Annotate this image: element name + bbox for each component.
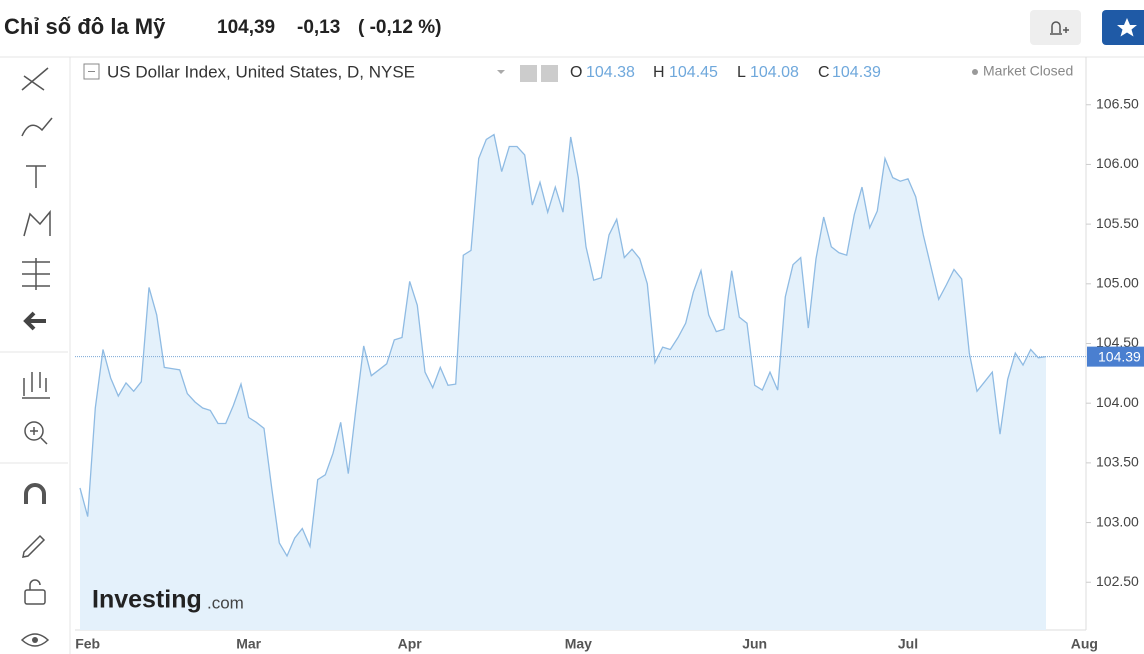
x-tick-label: Feb xyxy=(75,636,100,652)
close-label: C xyxy=(818,64,830,81)
open-value: 104.38 xyxy=(586,64,635,81)
area-fill xyxy=(80,134,1046,630)
symbol-label: US Dollar Index, United States, D, NYSE xyxy=(107,62,415,81)
high-label: H xyxy=(653,64,665,81)
star-icon xyxy=(1117,18,1137,37)
indicators-icon[interactable] xyxy=(22,372,50,399)
gear-button[interactable] xyxy=(541,65,558,82)
text-tool-icon[interactable] xyxy=(26,165,46,188)
unlock-icon-shackle xyxy=(29,579,41,590)
watermark-brand: Investing xyxy=(92,586,202,614)
pattern-tool-icon[interactable] xyxy=(23,209,51,237)
header-bar xyxy=(0,0,1144,57)
y-tick-label: 106.00 xyxy=(1096,155,1139,171)
fib-tool-icon[interactable] xyxy=(22,258,50,290)
open-label: O xyxy=(570,64,582,81)
x-tick-label: Aug xyxy=(1071,636,1098,652)
watermark-suffix: .com xyxy=(207,593,244,612)
y-tick-label: 104.00 xyxy=(1096,394,1139,410)
price: 104,39 xyxy=(217,17,275,38)
zoom-icon[interactable] xyxy=(24,421,44,441)
last-price-label: 104.39 xyxy=(1098,348,1141,364)
y-tick-label: 102.50 xyxy=(1096,573,1139,589)
bell-icon xyxy=(1050,21,1069,35)
line-tool-icon[interactable] xyxy=(21,67,49,91)
alert-button[interactable] xyxy=(1030,10,1081,45)
page-title: Chỉ số đô la Mỹ xyxy=(4,14,166,39)
lock-drawings-icon[interactable] xyxy=(22,534,46,558)
y-tick-label: 105.00 xyxy=(1096,275,1139,291)
y-tick-label: 105.50 xyxy=(1096,215,1139,231)
change-percent: ( -0,12 %) xyxy=(358,17,441,38)
collapse-icon[interactable] xyxy=(23,311,46,331)
x-tick-label: May xyxy=(565,636,592,652)
last-price-box xyxy=(1087,346,1144,367)
x-tick-label: Apr xyxy=(398,636,423,652)
x-tick-label: Jul xyxy=(898,636,918,652)
plot-area xyxy=(75,133,1086,630)
low-label: L xyxy=(737,64,746,81)
x-tick-label: Jun xyxy=(742,636,767,652)
market-status: Market Closed xyxy=(983,63,1073,79)
magnet-icon[interactable] xyxy=(24,483,46,504)
change: -0,13 xyxy=(297,17,340,38)
y-tick-label: 103.50 xyxy=(1096,454,1139,470)
eye-icon[interactable] xyxy=(20,633,50,647)
price-line xyxy=(79,133,1047,558)
y-tick-label: 104.50 xyxy=(1096,334,1139,350)
eye-icon-pupil xyxy=(32,637,38,643)
close-value: 104.39 xyxy=(832,64,881,81)
brush-tool-icon[interactable] xyxy=(21,117,53,137)
x-tick-label: Mar xyxy=(236,636,261,652)
unlock-icon[interactable] xyxy=(24,589,46,605)
zoom-icon-detail xyxy=(30,427,48,445)
status-dot xyxy=(972,69,978,75)
high-value: 104.45 xyxy=(669,64,718,81)
symbol-dropdown[interactable] xyxy=(497,70,505,74)
y-tick-label: 103.00 xyxy=(1096,513,1139,529)
collapse-box[interactable] xyxy=(83,63,100,80)
low-value: 104.08 xyxy=(750,64,799,81)
y-tick-label: 106.50 xyxy=(1096,95,1139,111)
settings-button[interactable] xyxy=(520,65,537,82)
